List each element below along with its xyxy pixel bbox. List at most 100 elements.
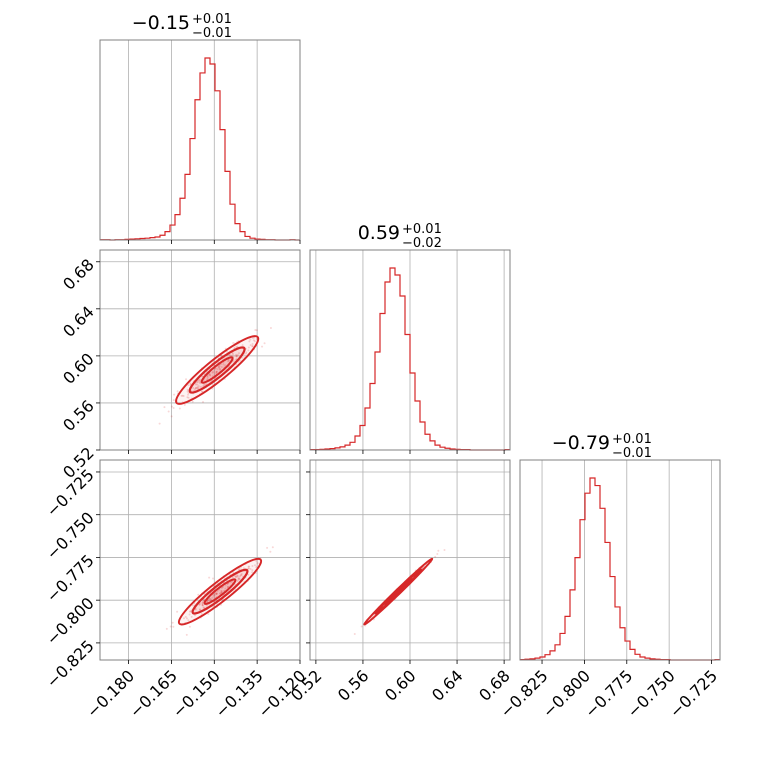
p11-bin-7 [345,445,350,450]
p00-bin-29 [245,236,250,240]
p21-sample-point [443,549,446,552]
p10-sample-point [199,378,202,381]
p20-sample-point [198,603,201,606]
p10-sample-point [197,385,200,388]
p10-sample-point [198,379,201,382]
p10-sample-point [263,342,266,345]
p20-sample-point [237,568,240,571]
p22-bin-6 [550,651,555,660]
p10-sample-point [215,370,218,373]
p00-bin-21 [205,58,210,240]
p11-bin-9 [355,436,360,450]
p20-sample-point [185,617,188,620]
p11-bin-23 [425,434,430,450]
p20-sample-point [188,625,191,628]
p10-sample-point [186,396,189,399]
p10-sample-point [170,415,173,418]
p20-sample-point [198,608,201,611]
p10-sample-point [247,349,250,352]
p20-sample-point [247,567,250,570]
p11-title-lower: −0.02 [402,236,442,251]
p20-sample-point [198,609,201,612]
p10-sample-point [236,353,239,356]
p00-title-value: −0.15 [132,12,190,34]
p10-sample-point [251,337,254,340]
p20-sample-point [171,621,174,624]
p00-bin-26 [230,204,235,240]
p22-xtick-label-4: −0.725 [666,666,721,721]
p10-sample-point [185,378,188,381]
p00-bin-23 [215,91,220,240]
p20-sample-point [215,592,218,595]
p22-bin-14 [590,478,595,660]
p20-sample-point [215,592,218,595]
p10-sample-point [192,386,195,389]
p10-sample-point [217,366,220,368]
p22-bin-17 [605,542,610,660]
p10-sample-point [205,382,208,385]
p20-sample-point [220,589,223,592]
p20-sample-point [187,619,190,622]
p21-contour-2 [384,578,413,605]
p10-sample-point [227,359,230,362]
p20-sample-point [201,602,204,605]
p20-contour-2 [203,578,237,605]
p20-sample-point [235,574,238,577]
p22-bin-10 [570,590,575,660]
p20-sample-point [215,593,218,596]
p11-bin-14 [380,314,385,451]
p10-sample-point [196,383,199,386]
p10-sample-point [172,407,175,410]
p00-bin-15 [175,215,180,240]
p10-sample-point [235,353,238,356]
p20-sample-point [239,575,242,578]
p10-sample-point [191,400,194,403]
p10-sample-point [176,390,179,393]
p22-bin-15 [595,486,600,660]
p11-bin-25 [435,445,440,450]
p00-bin-13 [165,232,170,240]
p20-sample-point [207,612,210,615]
p10-sample-point [182,395,185,398]
p22-bin-16 [600,508,605,660]
p00-bin-17 [185,174,190,240]
p20-sample-point [240,572,243,575]
p22-bin-21 [625,641,630,660]
p00-bin-18 [190,139,195,240]
p00-bin-24 [220,130,225,240]
p10-sample-point [194,383,197,386]
p20-sample-point [211,577,214,580]
p10-sample-point [219,368,222,371]
p20-contour-0 [177,557,263,626]
p20-sample-point [208,576,211,579]
p10-sample-point [198,381,201,384]
p20-sample-point [210,598,213,601]
p00-bin-12 [160,235,165,240]
p10-sample-point [197,387,200,390]
p20-sample-point [251,569,254,572]
p20-sample-point [236,574,239,577]
p11-bin-21 [415,401,420,450]
p22-bin-22 [630,649,635,660]
p20-sample-point [201,604,204,607]
p20-sample-point [206,600,209,603]
p11-bin-19 [405,335,410,451]
p10-sample-point [215,370,218,373]
p22-bin-9 [565,616,570,660]
p10-sample-point [187,392,190,395]
p20-sample-point [251,565,254,568]
p20-sample-point [219,592,222,595]
p00-histogram-step [100,57,300,241]
p20-sample-point [256,562,259,565]
p10-sample-point [211,371,214,374]
p10-sample-point [186,390,189,393]
p20-sample-point [247,565,250,568]
p20-sample-point [247,567,250,570]
p00-bin-14 [170,225,175,240]
p10-sample-point [209,374,211,377]
p20-frame [99,459,301,661]
p00-title-upper: +0.01 [192,12,232,27]
p10-ytick-label-3: 0.64 [59,302,98,341]
p20-sample-point [218,592,221,595]
